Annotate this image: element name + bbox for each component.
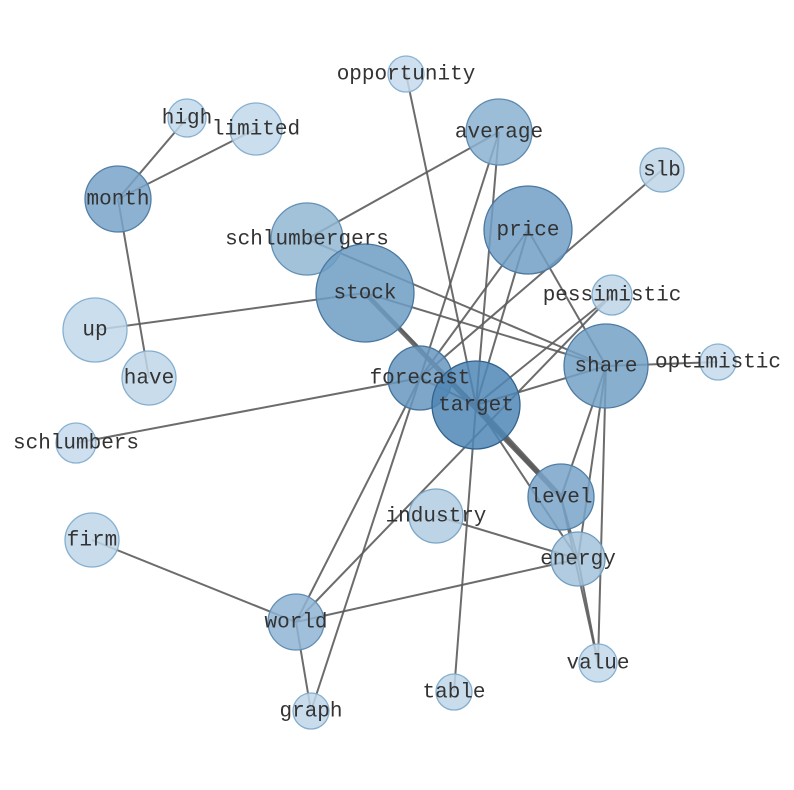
- svg-text:high: high: [162, 108, 212, 131]
- svg-text:industry: industry: [386, 506, 487, 529]
- svg-text:slb: slb: [643, 160, 681, 183]
- svg-text:stock: stock: [333, 283, 396, 306]
- svg-text:opportunity: opportunity: [337, 64, 476, 87]
- svg-text:average: average: [455, 122, 543, 145]
- svg-text:month: month: [86, 189, 149, 212]
- svg-text:energy: energy: [540, 549, 616, 572]
- svg-text:table: table: [422, 682, 485, 705]
- svg-text:forecast: forecast: [370, 368, 471, 391]
- svg-text:optimistic: optimistic: [655, 352, 781, 375]
- svg-text:world: world: [264, 612, 327, 635]
- svg-text:up: up: [82, 320, 107, 343]
- svg-text:limited: limited: [212, 119, 300, 142]
- svg-text:schlumbers: schlumbers: [13, 433, 139, 456]
- svg-text:target: target: [438, 395, 514, 418]
- svg-text:firm: firm: [67, 530, 117, 553]
- svg-text:price: price: [496, 220, 559, 243]
- svg-text:have: have: [124, 368, 174, 391]
- svg-text:schlumbergers: schlumbergers: [225, 229, 389, 252]
- svg-text:graph: graph: [279, 701, 342, 724]
- svg-text:level: level: [529, 487, 592, 510]
- svg-text:share: share: [574, 356, 637, 379]
- svg-text:pessimistic: pessimistic: [543, 285, 682, 308]
- svg-text:value: value: [566, 653, 629, 676]
